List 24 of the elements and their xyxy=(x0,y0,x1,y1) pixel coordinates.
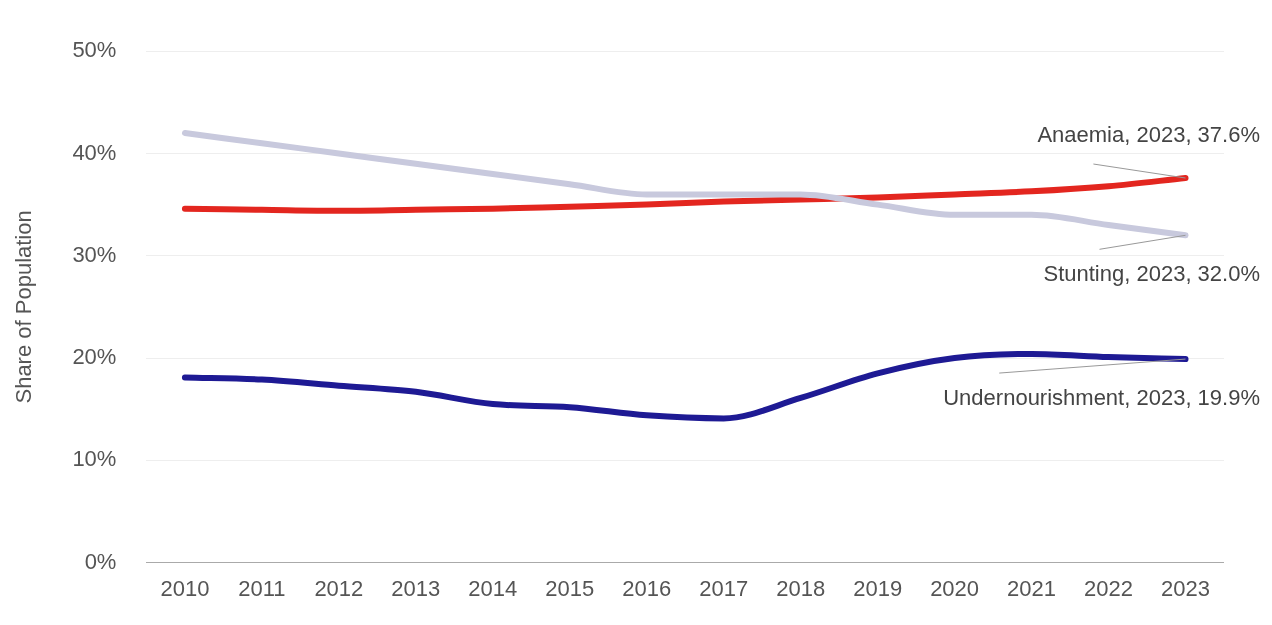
annotation: Anaemia, 2023, 37.6% xyxy=(1037,122,1260,148)
annotation: Stunting, 2023, 32.0% xyxy=(1043,261,1260,287)
x-tick-label: 2022 xyxy=(1084,575,1134,601)
x-tick-label: 2023 xyxy=(1161,575,1210,601)
x-tick-label: 2016 xyxy=(622,575,672,601)
y-axis-title: Share of Population xyxy=(11,210,37,404)
x-tick-label: 2015 xyxy=(545,575,595,601)
y-tick-label: 40% xyxy=(72,139,117,165)
x-tick-label: 2013 xyxy=(391,575,441,601)
annotation: Undernourishment, 2023, 19.9% xyxy=(943,385,1260,411)
x-tick-label: 2014 xyxy=(468,575,518,601)
x-tick-label: 2021 xyxy=(1007,575,1057,601)
y-tick-label: 10% xyxy=(72,446,117,472)
x-tick-label: 2019 xyxy=(853,575,903,601)
x-tick-label: 2011 xyxy=(238,575,286,601)
x-tick-label: 2012 xyxy=(314,575,364,601)
y-tick-label: 0% xyxy=(84,548,117,574)
x-tick-label: 2018 xyxy=(776,575,826,601)
x-tick-label: 2020 xyxy=(930,575,980,601)
y-tick-label: 30% xyxy=(72,241,117,267)
x-tick-label: 2017 xyxy=(699,575,749,601)
y-tick-label: 20% xyxy=(72,344,117,370)
x-tick-label: 2010 xyxy=(160,575,210,601)
y-tick-label: 50% xyxy=(72,37,117,63)
